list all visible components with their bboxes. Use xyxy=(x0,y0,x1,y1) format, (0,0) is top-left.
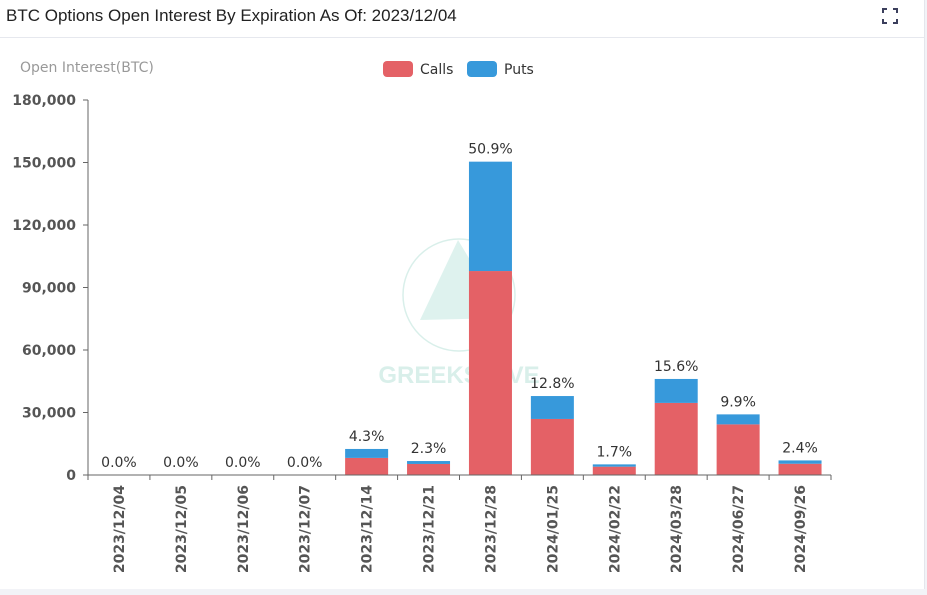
y-tick-label: 120,000 xyxy=(12,218,76,234)
bar-calls xyxy=(592,466,636,475)
data-label: 1.7% xyxy=(597,444,633,460)
data-label: 0.0% xyxy=(225,455,261,471)
bar-puts xyxy=(345,448,389,458)
bar-puts xyxy=(592,464,636,467)
bar-puts xyxy=(530,396,574,419)
bar-calls xyxy=(716,424,760,475)
bar-puts xyxy=(778,460,822,464)
y-axis-title: Open Interest(BTC) xyxy=(20,60,154,76)
chart-title: BTC Options Open Interest By Expiration … xyxy=(6,6,457,25)
y-tick-label: 150,000 xyxy=(12,156,76,172)
y-tick-label: 60,000 xyxy=(22,343,76,359)
x-tick-label: 2023/12/04 xyxy=(112,485,128,573)
x-tick-label: 2024/02/22 xyxy=(607,485,623,573)
legend-swatch-calls xyxy=(383,61,413,77)
data-label: 2.4% xyxy=(782,440,818,456)
legend-label-calls: Calls xyxy=(420,62,453,78)
data-label: 4.3% xyxy=(349,429,385,445)
watermark-logo: GREEKS.LIVE xyxy=(378,238,540,389)
data-label: 9.9% xyxy=(720,394,756,410)
y-tick-label: 30,000 xyxy=(22,406,76,422)
x-tick-label: 2023/12/21 xyxy=(422,485,438,573)
bar-puts xyxy=(407,461,451,464)
bar-puts xyxy=(716,414,760,425)
x-tick-label: 2023/12/14 xyxy=(360,485,376,573)
data-label: 0.0% xyxy=(287,455,323,471)
bar-calls xyxy=(530,418,574,475)
x-tick-label: 2024/06/27 xyxy=(731,485,747,573)
legend-swatch-puts xyxy=(467,61,497,77)
x-tick-label: 2023/12/28 xyxy=(483,485,499,573)
y-tick-label: 0 xyxy=(66,468,76,484)
data-label: 15.6% xyxy=(654,359,698,375)
x-tick-label: 2024/01/25 xyxy=(545,485,561,573)
x-tick-label: 2024/03/28 xyxy=(669,485,685,573)
data-label: 0.0% xyxy=(163,455,199,471)
bar-calls xyxy=(468,271,512,475)
data-label: 0.0% xyxy=(101,455,137,471)
x-tick-label: 2023/12/06 xyxy=(236,485,252,573)
y-tick-label: 90,000 xyxy=(22,281,76,297)
bar-puts xyxy=(468,161,512,272)
data-label: 12.8% xyxy=(530,376,574,392)
bar-calls xyxy=(654,402,698,475)
y-tick-label: 180,000 xyxy=(12,93,76,109)
bar-calls xyxy=(345,457,389,475)
bar-calls xyxy=(778,463,822,475)
data-label: 2.3% xyxy=(411,441,447,457)
bar-calls xyxy=(407,463,451,475)
x-tick-label: 2023/12/05 xyxy=(174,485,190,573)
bar-puts xyxy=(654,378,698,403)
data-label: 50.9% xyxy=(468,142,512,158)
x-tick-label: 2024/09/26 xyxy=(793,485,809,573)
legend-label-puts: Puts xyxy=(504,62,534,78)
card-header: BTC Options Open Interest By Expiration … xyxy=(0,0,924,38)
x-tick-label: 2023/12/07 xyxy=(298,485,314,573)
watermark-text: GREEKS.LIVE xyxy=(378,362,539,389)
fullscreen-icon[interactable] xyxy=(882,8,898,24)
